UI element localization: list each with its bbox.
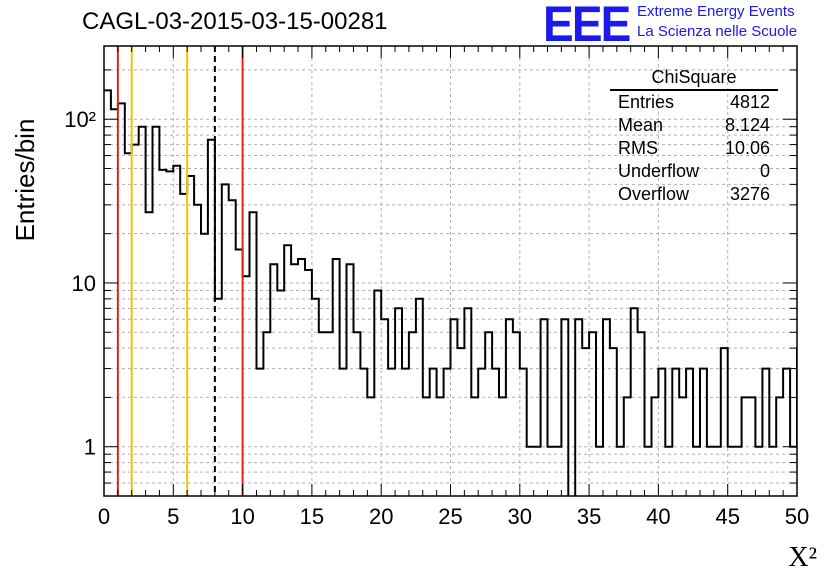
stats-row-mean: Mean 8.124 — [610, 114, 778, 137]
chart-title: CAGL-03-2015-03-15-00281 — [82, 8, 388, 35]
stats-label: Underflow — [618, 161, 700, 181]
y-tick-label: 10 — [72, 271, 96, 296]
stats-label: Overflow — [618, 184, 690, 204]
x-tick-label: 20 — [369, 504, 393, 529]
stats-label: Entries — [618, 92, 675, 112]
eee-logo: EEE — [543, 0, 631, 52]
y-tick-label: 1 — [84, 435, 96, 460]
x-tick-label: 35 — [577, 504, 601, 529]
x-tick-label: 40 — [646, 504, 670, 529]
y-tick-label: 10² — [64, 107, 96, 132]
x-tick-label: 30 — [508, 504, 532, 529]
stats-box: ChiSquare Entries 4812 Mean 8.124 RMS 10… — [610, 66, 778, 206]
stats-value: 3276 — [729, 184, 770, 204]
stats-value: 8.124 — [724, 115, 770, 135]
x-tick-label: 50 — [785, 504, 809, 529]
stats-label: Mean — [618, 115, 664, 135]
logo-caption-line1: Extreme Energy Events — [637, 3, 795, 20]
stats-label: RMS — [618, 138, 658, 158]
stats-row-rms: RMS 10.06 — [610, 137, 778, 160]
x-tick-label: 15 — [300, 504, 324, 529]
x-tick-label: 10 — [230, 504, 254, 529]
logo-caption: Extreme Energy Events La Scienza nelle S… — [637, 2, 797, 42]
x-tick-label: 0 — [98, 504, 110, 529]
stats-value: 4812 — [729, 92, 770, 112]
stats-title: ChiSquare — [610, 66, 778, 91]
logo-caption-line2: La Scienza nelle Scuole — [637, 23, 798, 40]
x-axis-label: X² — [788, 542, 817, 572]
y-axis-label: Entries/bin — [10, 119, 40, 242]
stats-row-overflow: Overflow 3276 — [610, 183, 778, 206]
x-tick-label: 45 — [715, 504, 739, 529]
x-tick-label: 5 — [167, 504, 179, 529]
stats-value: 0 — [759, 161, 770, 181]
stats-row-underflow: Underflow 0 — [610, 160, 778, 183]
stats-row-entries: Entries 4812 — [610, 91, 778, 114]
x-tick-label: 25 — [438, 504, 462, 529]
stats-value: 10.06 — [724, 138, 770, 158]
histogram-series — [104, 89, 797, 496]
